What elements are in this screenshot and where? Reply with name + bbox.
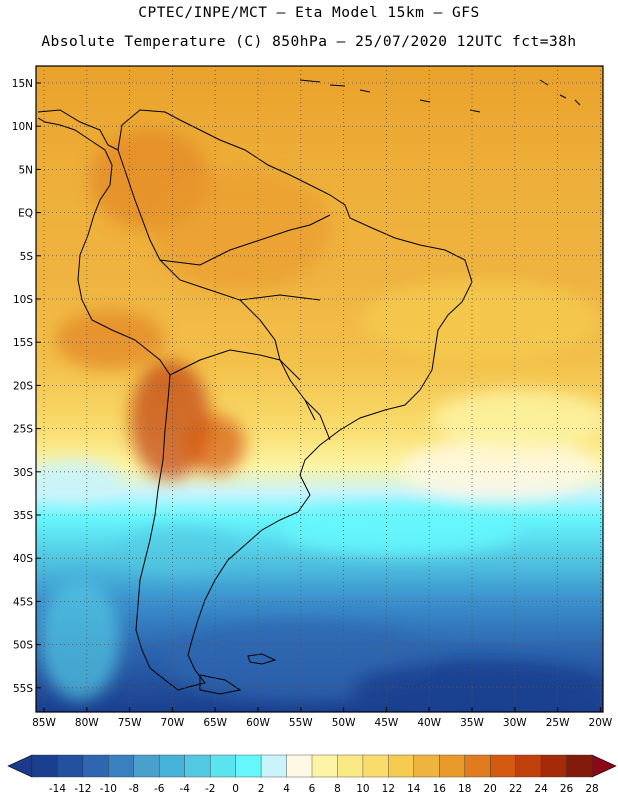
lat-label: 10N — [12, 121, 33, 133]
lon-label: 80W — [75, 717, 99, 729]
lat-label: 5N — [18, 164, 33, 176]
latitude-labels: 15N 10N 5N EQ 5S 10S 15S 20S 25S 30S 35S 40S 45S 50S 5… — [12, 78, 41, 695]
colorbar-label: 0 — [232, 783, 239, 795]
colorbar-label: 16 — [433, 783, 447, 795]
colorbar-swatch — [108, 754, 135, 778]
colorbar: -14 -12 -10 -8 -6 -4 -2 0 2 4 6 8 10 12 14 16 18 20 22 24 26… — [7, 754, 617, 795]
lat-label: 50S — [13, 640, 33, 652]
colorbar-swatch — [286, 754, 313, 778]
colorbar-label: 10 — [356, 783, 369, 795]
caribbean-islands — [299, 79, 581, 113]
colorbar-swatch — [439, 754, 466, 778]
lon-label: 60W — [246, 717, 270, 729]
colorbar-label: 18 — [458, 783, 471, 795]
lon-label: 25W — [546, 717, 570, 729]
colorbar-swatch — [31, 754, 58, 778]
colorbar-swatch — [388, 754, 415, 778]
map-title-line-2: Absolute Temperature (C) 850hPa – 25/07/… — [41, 34, 577, 50]
colorbar-label: 28 — [585, 783, 598, 795]
lat-label: 20S — [13, 380, 33, 392]
colorbar-swatch — [209, 754, 237, 778]
lon-label: 55W — [289, 717, 313, 729]
lat-label: 55S — [13, 683, 33, 695]
map-frame — [35, 65, 604, 713]
longitude-labels: 85W 80W 75W 70W 65W 60W 55W 50W 45W 40W 35W 30W 25W 2… — [32, 707, 613, 729]
colorbar-swatch — [515, 754, 542, 778]
country-borders — [117, 149, 331, 441]
lat-label: 45S — [13, 596, 33, 608]
colorbar-swatch — [57, 754, 84, 778]
graticule — [36, 66, 603, 712]
colorbar-label: 26 — [560, 783, 574, 795]
colorbar-swatch — [464, 754, 491, 778]
colorbar-swatch — [133, 754, 160, 778]
colorbar-label: 8 — [334, 783, 341, 795]
colorbar-swatch — [540, 754, 568, 778]
colorbar-low-arrow — [7, 754, 33, 778]
colorbar-label: -12 — [74, 783, 91, 795]
colorbar-label: 2 — [258, 783, 265, 795]
coastline-and-borders — [37, 79, 581, 695]
lat-label: 15S — [13, 337, 33, 349]
temperature-field — [36, 66, 603, 712]
lat-label: EQ — [18, 208, 33, 220]
colorbar-swatch — [489, 754, 517, 778]
colorbar-label: 22 — [509, 783, 522, 795]
lat-label: 30S — [13, 467, 33, 479]
colorbar-label: -6 — [154, 783, 165, 795]
lat-label: 15N — [12, 78, 33, 90]
colorbar-label: 4 — [283, 783, 290, 795]
colorbar-swatch — [159, 754, 186, 778]
colorbar-swatch — [413, 754, 440, 778]
lat-label: 10S — [13, 294, 33, 306]
colorbar-label: -2 — [205, 783, 215, 795]
colorbar-label: -14 — [49, 783, 66, 795]
colorbar-label: 24 — [534, 783, 548, 795]
lon-label: 75W — [118, 717, 142, 729]
lon-label: 40W — [417, 717, 441, 729]
lat-label: 40S — [13, 553, 33, 565]
map-title-line-1: CPTEC/INPE/MCT – Eta Model 15km – GFS — [138, 5, 480, 21]
colorbar-label: 12 — [382, 783, 395, 795]
colorbar-swatch — [337, 754, 364, 778]
lon-label: 45W — [375, 717, 399, 729]
colorbar-swatch — [184, 754, 211, 778]
lat-label: 25S — [13, 424, 33, 436]
colorbar-label: -4 — [179, 783, 190, 795]
lon-label: 35W — [460, 717, 484, 729]
colorbar-swatch — [235, 754, 262, 778]
colorbar-swatch — [362, 754, 389, 778]
colorbar-label: 20 — [483, 783, 496, 795]
lat-label: 5S — [20, 251, 34, 263]
colorbar-label: -10 — [100, 783, 117, 795]
lat-label: 35S — [13, 510, 33, 522]
colorbar-label: 6 — [309, 783, 316, 795]
colorbar-swatch — [566, 754, 593, 778]
south-america-coastline — [37, 109, 473, 691]
colorbar-label: 14 — [407, 783, 421, 795]
lon-label: 65W — [203, 717, 227, 729]
lon-label: 20W — [589, 717, 613, 729]
colorbar-swatch — [311, 754, 338, 778]
lon-label: 30W — [503, 717, 527, 729]
lon-label: 50W — [332, 717, 356, 729]
colorbar-high-arrow — [591, 754, 617, 778]
falkland-islands — [247, 653, 277, 665]
lon-label: 85W — [32, 717, 56, 729]
lon-label: 70W — [161, 717, 185, 729]
colorbar-swatch — [260, 754, 288, 778]
colorbar-swatch — [82, 754, 109, 778]
colorbar-label: -8 — [129, 783, 139, 795]
